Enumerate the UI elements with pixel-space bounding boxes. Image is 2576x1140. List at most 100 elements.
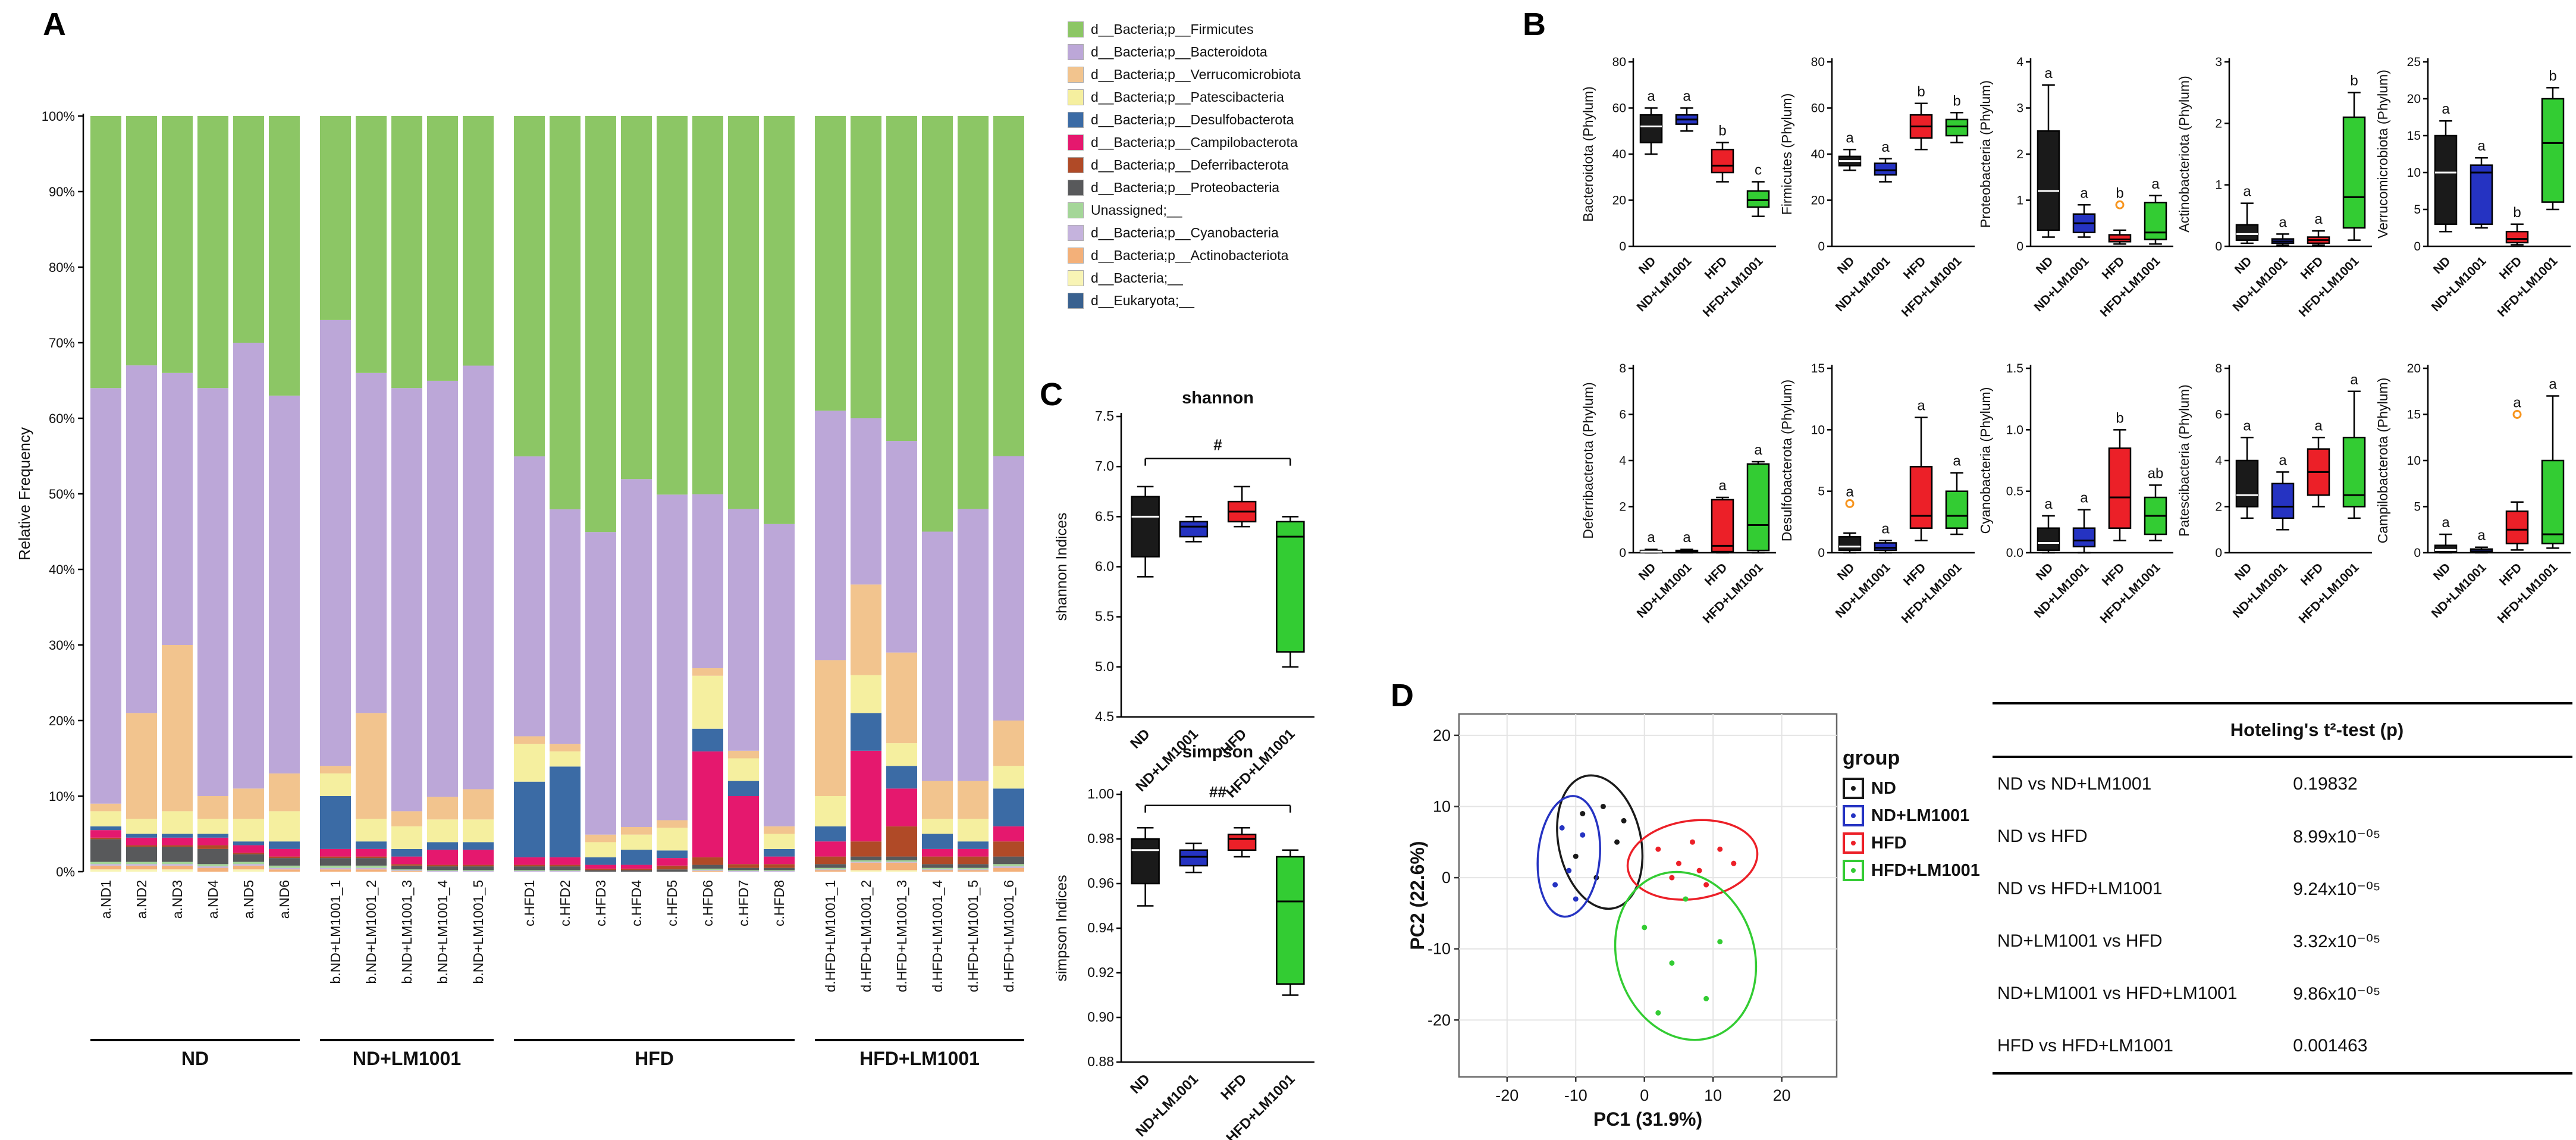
svg-text:0: 0: [2215, 240, 2222, 253]
taxa-color-swatch: [1068, 66, 1084, 83]
bar-segment: [427, 842, 458, 850]
pca-legend-item: ND: [1843, 775, 1980, 802]
bar-segment: [621, 850, 652, 865]
bar-segment: [764, 856, 795, 865]
box: [2235, 459, 2259, 508]
group-ellipse: [1556, 774, 1644, 910]
y-axis-title: Proteobacteria (Phylum): [1978, 80, 1993, 228]
bar-segment: [815, 411, 846, 660]
pca-point: [1621, 818, 1627, 823]
group-tick-label: HFD: [1218, 1071, 1250, 1103]
taxa-name: d__Bacteria;p__Proteobacteria: [1091, 179, 1280, 195]
significance-letter: a: [2080, 185, 2088, 201]
svg-text:5: 5: [1818, 485, 1825, 499]
svg-text:70%: 70%: [49, 336, 75, 350]
group-label: ND: [181, 1048, 209, 1069]
pca-point: [1703, 882, 1709, 888]
significance-letter: ab: [2148, 465, 2164, 481]
svg-text:2: 2: [2215, 117, 2222, 130]
svg-text:10: 10: [2407, 454, 2421, 468]
bar-segment: [692, 857, 723, 865]
group-tick-label: HFD: [2497, 560, 2525, 588]
svg-text:10: 10: [1704, 1086, 1722, 1104]
significance-letter: a: [2080, 490, 2088, 506]
p-value-cell: 0.001463: [2293, 1036, 2368, 1056]
box: [1945, 490, 1969, 529]
bar-segment: [427, 116, 458, 381]
taxa-name: d__Bacteria;p__Cyanobacteria: [1091, 224, 1279, 240]
group-name: HFD: [1871, 833, 1907, 853]
svg-text:0.5: 0.5: [2006, 485, 2023, 499]
sample-label: d.HFD+LM1001_2: [858, 880, 874, 992]
svg-text:1.0: 1.0: [2006, 423, 2023, 437]
bar-segment: [233, 853, 264, 854]
svg-text:40%: 40%: [49, 562, 75, 577]
panel-a-label: A: [43, 7, 66, 42]
taxa-color-swatch: [1068, 179, 1084, 196]
bar-segment: [356, 865, 387, 868]
pca-point: [1655, 846, 1661, 852]
sample-label: c.HFD4: [629, 880, 644, 926]
bar-segment: [427, 866, 458, 870]
significance-letter: b: [2549, 68, 2556, 84]
significance-letter: a: [1846, 484, 1854, 500]
taxa-legend-item: d__Bacteria;p__Proteobacteria: [1068, 176, 1301, 199]
taxa-name: d__Bacteria;p__Desulfobacterota: [1091, 111, 1294, 127]
svg-text:80: 80: [1811, 55, 1825, 69]
bar-segment: [993, 866, 1024, 868]
pca-legend-title: group: [1843, 747, 1900, 769]
bar-segment: [356, 856, 387, 859]
bar-segment: [764, 524, 795, 826]
taxa-legend-item: Unassigned;__: [1068, 199, 1301, 221]
bar-segment: [463, 842, 494, 850]
bar-segment: [90, 388, 121, 804]
taxa-legend-item: d__Bacteria;p__Desulfobacterota: [1068, 108, 1301, 131]
bar-segment: [320, 773, 351, 796]
bar-segment: [197, 388, 228, 796]
bar-segment: [815, 116, 846, 411]
bar-segment: [728, 867, 759, 870]
svg-text:10: 10: [1433, 797, 1451, 815]
bar-segment: [886, 826, 917, 857]
box: [2505, 511, 2529, 544]
bar-segment: [514, 865, 545, 867]
bar-segment: [585, 834, 616, 843]
bar-segment: [692, 668, 723, 676]
svg-text:4: 4: [2215, 454, 2222, 468]
bar-segment: [764, 116, 795, 524]
svg-text:0%: 0%: [56, 865, 75, 879]
pca-point: [1559, 825, 1565, 831]
boxplot-Deferribacterota (Phylum): 02468Deferribacterota (Phylum) aNDaND+LM1…: [1580, 362, 1776, 626]
panel-c-label: C: [1040, 377, 1063, 412]
boxplot-Desulfobacterota (Phylum): 051015Desulfobacterota (Phylum) aNDaND+LM…: [1779, 362, 1975, 626]
significance-letter: c: [1755, 162, 1762, 178]
bar-segment: [657, 828, 688, 851]
svg-text:5.5: 5.5: [1095, 609, 1114, 624]
p-value-cell: 0.19832: [2293, 774, 2358, 794]
bar-segment: [320, 848, 351, 857]
svg-text:-20: -20: [1427, 1011, 1451, 1029]
bar-segment: [162, 811, 193, 834]
bar-segment: [90, 830, 121, 838]
svg-text:90%: 90%: [49, 184, 75, 199]
box: [2108, 234, 2132, 243]
bar-segment: [993, 856, 1024, 865]
group-tick-label: HFD: [1901, 254, 1929, 282]
box: [1909, 466, 1933, 529]
svg-text:6: 6: [1619, 408, 1626, 422]
taxa-legend-item: d__Bacteria;p__Actinobacteriota: [1068, 244, 1301, 267]
bar-segment: [815, 796, 846, 826]
pca-point: [1669, 875, 1675, 881]
svg-text:0.90: 0.90: [1087, 1009, 1114, 1025]
svg-text:3: 3: [2016, 102, 2023, 115]
bar-segment: [993, 721, 1024, 766]
group-tick-label: ND: [2232, 254, 2255, 277]
bar-segment: [621, 834, 652, 850]
bar-segment: [922, 819, 953, 834]
significance-letter: a: [2314, 418, 2323, 434]
svg-text:50%: 50%: [49, 487, 75, 502]
pca-point: [1717, 939, 1723, 945]
bar-segment: [90, 826, 121, 831]
group-tick-label: ND: [1636, 560, 1659, 583]
box: [1131, 496, 1160, 558]
